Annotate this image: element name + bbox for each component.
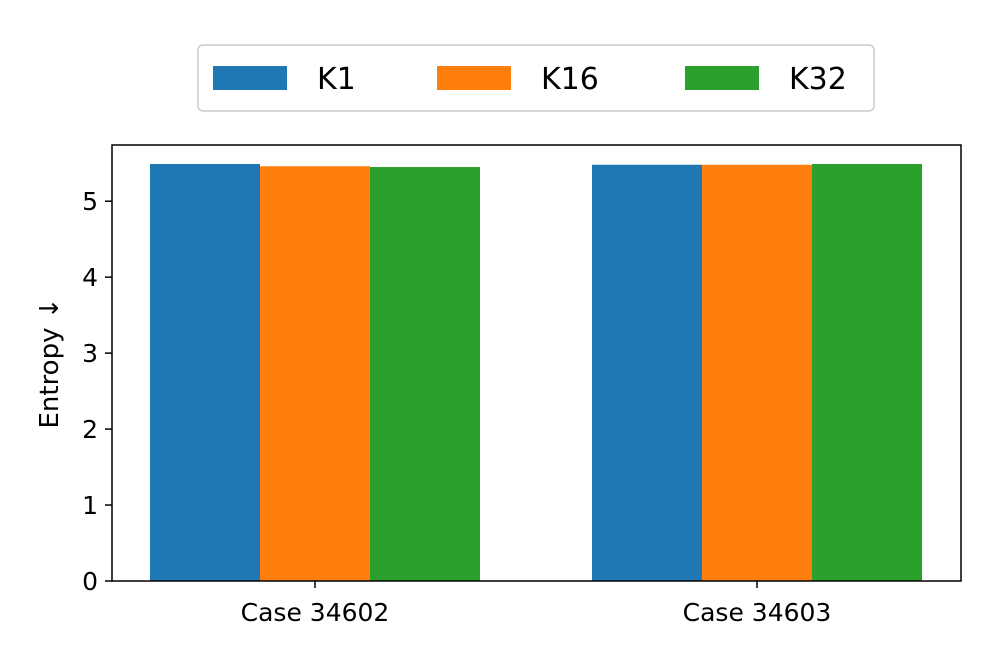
bar-k16-1	[702, 164, 812, 581]
legend-label-k1: K1	[317, 62, 356, 97]
legend-box	[197, 44, 875, 112]
y-axis-label: Entropy ↓	[35, 297, 65, 428]
bar-k32-1	[812, 163, 922, 581]
legend-label-k32: K32	[789, 62, 847, 97]
y-tick-label: 3	[82, 339, 98, 368]
axes-frame	[111, 144, 962, 582]
y-tick-label: 1	[82, 491, 98, 520]
x-tick-label: Case 34602	[241, 598, 390, 627]
x-tick-label: Case 34603	[683, 598, 832, 627]
legend-swatch-k1	[213, 66, 287, 90]
legend-swatch-k16	[437, 66, 511, 90]
y-tick-label: 0	[82, 567, 98, 596]
y-tick-label: 2	[82, 415, 98, 444]
y-tick-label: 4	[82, 263, 98, 292]
bar-k16-0	[260, 166, 370, 581]
plot-area: 0 1 2 3 4 5 Case 34602 Case 34603	[82, 144, 962, 627]
bar-k1-1	[592, 164, 702, 581]
y-tick-label: 5	[82, 187, 98, 216]
bar-k32-0	[370, 167, 480, 581]
legend: K1 K16 K32	[197, 44, 875, 112]
legend-label-k16: K16	[541, 62, 599, 97]
bar-k1-0	[150, 163, 260, 581]
legend-swatch-k32	[685, 66, 759, 90]
